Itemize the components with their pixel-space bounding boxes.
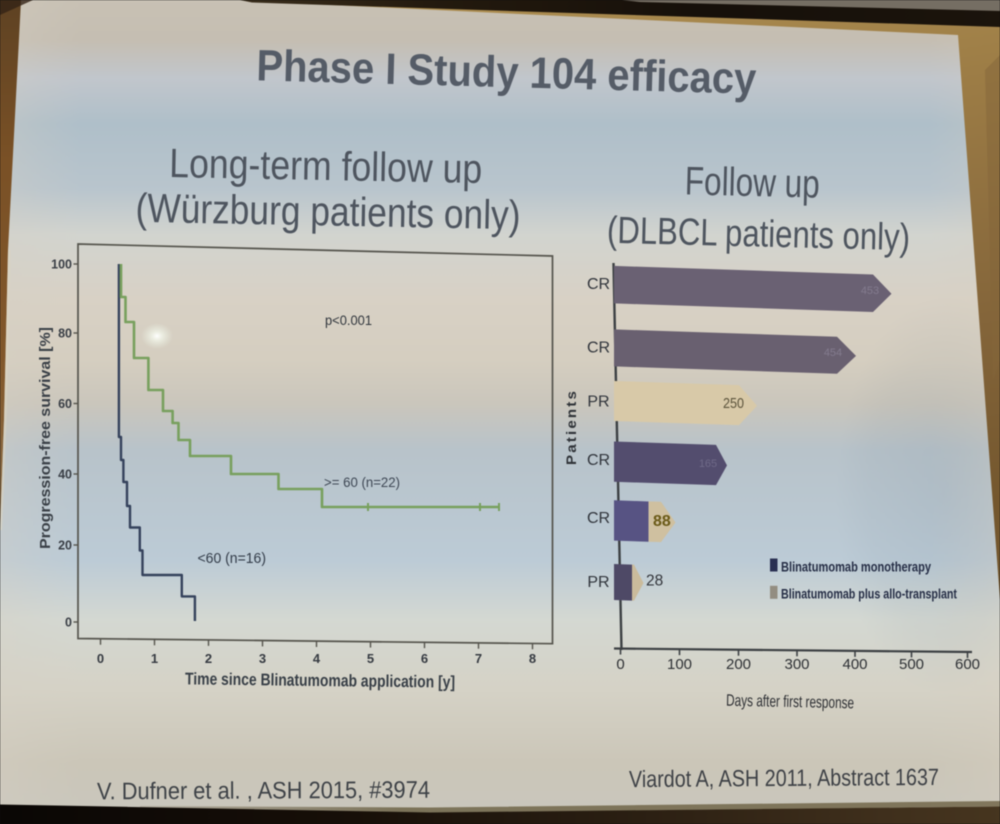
svg-text:8: 8	[529, 651, 536, 666]
svg-text:2: 2	[205, 651, 212, 666]
svg-text:60: 60	[58, 397, 72, 411]
svg-text:3: 3	[259, 651, 266, 666]
svg-text:Progression-free survival [%]: Progression-free survival [%]	[37, 327, 54, 549]
svg-text:CR: CR	[587, 340, 610, 357]
svg-text:500: 500	[899, 656, 924, 673]
svg-text:PR: PR	[587, 574, 609, 591]
svg-text:Patients: Patients	[563, 389, 579, 465]
svg-text:5: 5	[367, 651, 374, 666]
svg-text:300: 300	[784, 656, 809, 673]
svg-text:250: 250	[723, 395, 744, 412]
svg-text:0: 0	[65, 616, 72, 630]
svg-text:V. Dufner et al. , ASH 2015, #: V. Dufner et al. , ASH 2015, #3974	[97, 777, 430, 806]
svg-text:88: 88	[653, 513, 671, 530]
svg-text:Time since Blinatumomab applic: Time since Blinatumomab application [y]	[185, 669, 455, 691]
svg-text:Long-term follow up: Long-term follow up	[169, 140, 483, 192]
svg-text:(Würzburg patients only): (Würzburg patients only)	[135, 185, 521, 238]
svg-text:PR: PR	[587, 394, 609, 411]
svg-text:7: 7	[475, 651, 482, 666]
svg-text:Follow up: Follow up	[684, 159, 820, 206]
svg-text:4: 4	[313, 651, 321, 666]
svg-text:<60 (n=16): <60 (n=16)	[198, 551, 267, 567]
svg-text:40: 40	[58, 468, 72, 482]
svg-text:CR: CR	[587, 276, 610, 293]
svg-text:200: 200	[726, 656, 751, 673]
svg-text:165: 165	[699, 458, 717, 470]
svg-text:453: 453	[861, 285, 879, 297]
svg-text:p<0.001: p<0.001	[325, 313, 372, 328]
svg-text:CR: CR	[587, 510, 610, 527]
svg-text:Blinatumomab monotherapy: Blinatumomab monotherapy	[781, 560, 931, 575]
svg-text:>= 60 (n=22): >= 60 (n=22)	[324, 475, 400, 490]
svg-text:400: 400	[842, 656, 867, 673]
svg-text:80: 80	[58, 327, 72, 341]
svg-text:100: 100	[51, 258, 72, 272]
svg-text:100: 100	[667, 656, 692, 673]
svg-text:1: 1	[151, 651, 158, 666]
svg-text:Days after first response: Days after first response	[726, 692, 854, 713]
svg-text:454: 454	[824, 347, 842, 359]
svg-text:20: 20	[58, 539, 72, 553]
svg-text:Blinatumomab plus allo-transpl: Blinatumomab plus allo-transplant	[781, 587, 957, 602]
svg-text:CR: CR	[587, 452, 610, 469]
svg-text:(DLBCL patients only): (DLBCL patients only)	[607, 210, 911, 259]
svg-text:6: 6	[421, 651, 428, 666]
svg-text:600: 600	[955, 656, 980, 673]
svg-text:0: 0	[616, 656, 624, 673]
svg-text:28: 28	[646, 573, 663, 590]
svg-text:Viardot A, ASH 2011, Abstract: Viardot A, ASH 2011, Abstract 1637	[629, 764, 939, 792]
svg-text:0: 0	[97, 651, 104, 666]
